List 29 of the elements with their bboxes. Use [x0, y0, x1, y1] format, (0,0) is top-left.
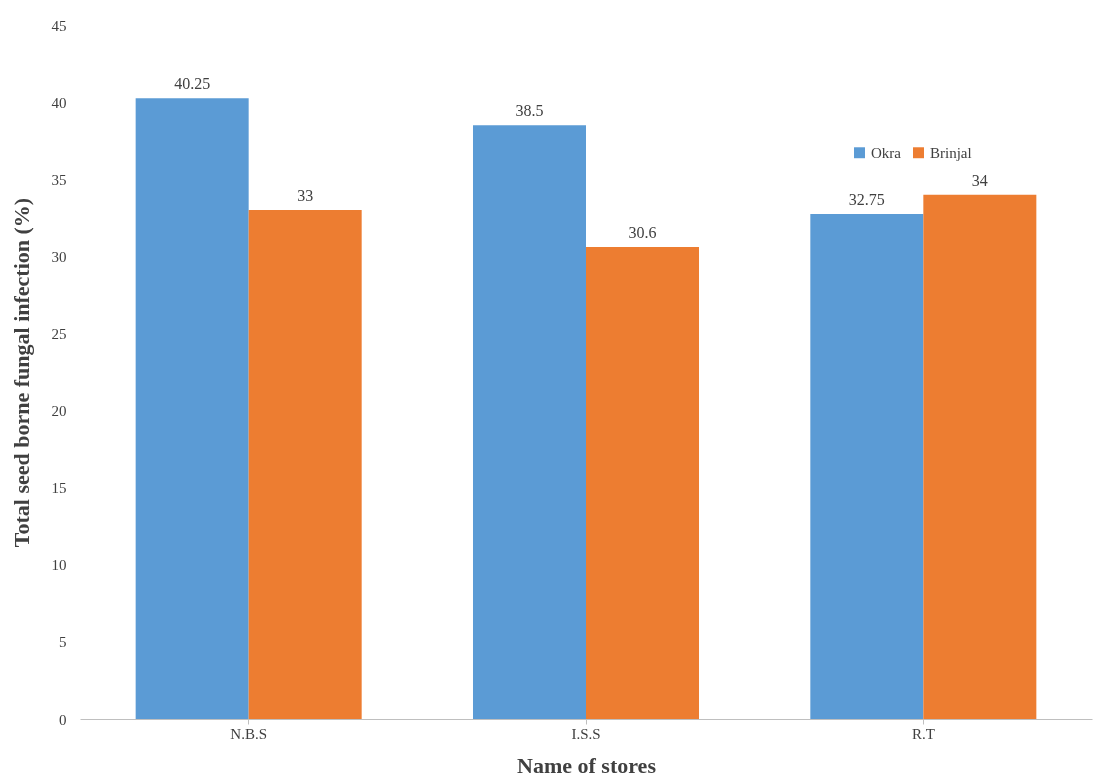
y-tick-label: 45	[51, 17, 67, 34]
y-tick-label: 30	[51, 248, 67, 265]
legend-label: Brinjal	[930, 144, 972, 161]
bar	[248, 210, 362, 719]
legend-label: Okra	[871, 144, 902, 161]
y-tick-label: 10	[51, 557, 67, 574]
y-tick-label: 0	[59, 711, 67, 728]
data-label: 30.6	[628, 224, 657, 242]
x-tick-label: I.S.S	[571, 725, 601, 742]
y-tick-label: 20	[51, 403, 67, 420]
data-label: 40.25	[174, 75, 211, 93]
bar	[135, 98, 249, 719]
bar	[472, 125, 586, 719]
data-label: 38.5	[515, 102, 544, 120]
y-tick-label: 5	[59, 634, 67, 651]
bar	[586, 247, 700, 719]
bar	[923, 194, 1037, 719]
bar	[810, 213, 924, 719]
data-label: 32.75	[848, 190, 885, 208]
y-tick-label: 25	[51, 325, 67, 342]
data-label: 33	[297, 187, 314, 205]
x-tick-label: R.T	[911, 725, 935, 742]
y-tick-label: 15	[51, 480, 67, 497]
y-tick-label: 40	[51, 94, 67, 111]
data-label: 34	[971, 171, 988, 189]
y-axis-title: Total seed borne fungal infection (%)	[8, 197, 34, 548]
y-tick-label: 35	[51, 171, 67, 188]
x-axis-title: Name of stores	[517, 752, 657, 778]
x-tick-label: N.B.S	[230, 725, 268, 742]
